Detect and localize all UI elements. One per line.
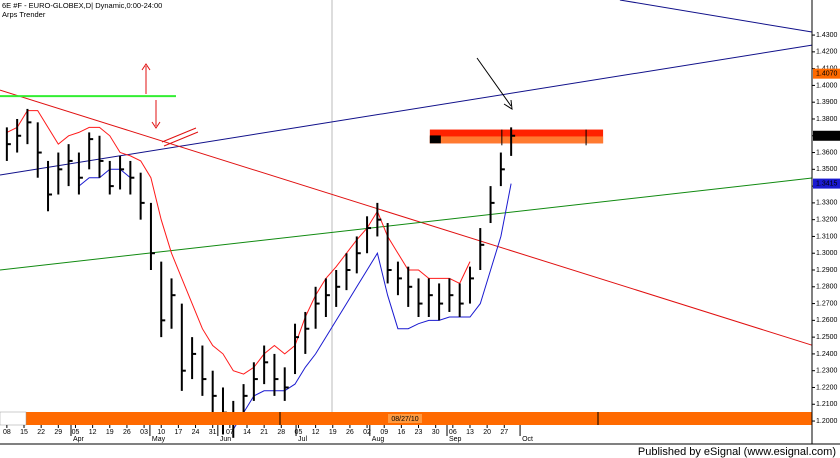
y-tick-label: 1.3200 — [816, 217, 838, 224]
y-tick-label: 1.2200 — [816, 384, 838, 391]
y-tick-label: 1.3900 — [816, 99, 838, 106]
month-label: Aug — [372, 436, 385, 443]
chart-title: 6E #F - EURO-GLOBEX,D| Dynamic,0:00-24:0… — [2, 1, 162, 10]
trendline — [619, 0, 813, 33]
arrow — [476, 57, 512, 107]
price-label: 1.4070 — [816, 71, 838, 78]
y-tick-label: 1.2500 — [816, 334, 838, 341]
y-tick-label: 1.3000 — [816, 250, 838, 257]
arrow-head — [503, 99, 513, 110]
footer: Published by eSignal (www.esignal.com) — [638, 446, 836, 458]
stop-line — [78, 168, 512, 430]
month-label: Apr — [73, 436, 85, 443]
x-tick-label: 22 — [37, 429, 45, 436]
x-tick-label: 27 — [500, 429, 508, 436]
x-tick-label: 14 — [243, 429, 251, 436]
date-flag: 08/27/10 — [391, 416, 418, 423]
trendline — [0, 89, 813, 346]
zone-lower — [429, 136, 604, 144]
date-flag-box — [388, 414, 422, 423]
y-tick-label: 1.3100 — [816, 233, 838, 240]
x-tick-label: 20 — [483, 429, 491, 436]
x-tick-label: 05 — [295, 429, 303, 436]
plot-area — [0, 0, 812, 444]
x-tick-label: 26 — [123, 429, 131, 436]
y-tick-label: 1.4000 — [816, 82, 838, 89]
x-tick-label: 12 — [89, 429, 97, 436]
x-tick-label: 17 — [174, 429, 182, 436]
price-label-box — [813, 130, 840, 141]
month-label: May — [152, 436, 166, 443]
x-tick-label: 30 — [432, 429, 440, 436]
x-tick-label: 21 — [260, 429, 268, 436]
stop-line — [6, 110, 471, 375]
x-tick-label: 24 — [192, 429, 200, 436]
y-tick-label: 1.2300 — [816, 368, 838, 375]
x-tick-label: 07 — [226, 429, 234, 436]
trendline — [0, 44, 813, 176]
annotation-arrows — [141, 57, 513, 147]
zone-cap — [429, 135, 441, 144]
y-tick-label: 1.4300 — [816, 32, 838, 39]
y-tick-label: 1.3600 — [816, 149, 838, 156]
x-tick-label: 12 — [312, 429, 320, 436]
y-tick-label: 1.3500 — [816, 166, 838, 173]
x-tick-label: 13 — [466, 429, 474, 436]
y-tick-label: 1.2700 — [816, 300, 838, 307]
x-tick-label: 19 — [329, 429, 337, 436]
price-label-box — [813, 68, 840, 79]
y-tick-label: 1.2100 — [816, 401, 838, 408]
x-tick-label: 06 — [449, 429, 457, 436]
x-tick-label: 23 — [415, 429, 423, 436]
y-tick-label: 1.2800 — [816, 284, 838, 291]
x-tick-label: 31 — [209, 429, 217, 436]
price-label: 1.3700 — [816, 133, 838, 140]
month-label: Jun — [220, 436, 231, 443]
x-tick-label: 19 — [106, 429, 114, 436]
x-tick-label: 08 — [3, 429, 11, 436]
arrow-head — [151, 121, 161, 129]
month-label: Jul — [298, 436, 307, 443]
x-tick-label: 10 — [157, 429, 165, 436]
x-tick-label: 29 — [54, 429, 62, 436]
x-tick-label: 02 — [363, 429, 371, 436]
arrow — [161, 127, 199, 147]
x-tick-label: 16 — [397, 429, 405, 436]
month-label: Sep — [449, 436, 462, 443]
arrow-head — [141, 63, 151, 71]
y-tick-label: 1.3300 — [816, 200, 838, 207]
y-tick-label: 1.2400 — [816, 351, 838, 358]
x-tick-label: 09 — [380, 429, 388, 436]
x-tick-label: 28 — [277, 429, 285, 436]
corner-box — [0, 411, 27, 426]
month-label: Oct — [522, 436, 533, 443]
y-tick-label: 1.2900 — [816, 267, 838, 274]
price-label: 1.3415 — [816, 180, 838, 187]
x-tick-label: 03 — [140, 429, 148, 436]
price-label-box — [813, 178, 840, 189]
x-tick-label: 15 — [20, 429, 28, 436]
y-tick-label: 1.2600 — [816, 317, 838, 324]
y-tick-label: 1.4200 — [816, 49, 838, 56]
trendline — [0, 177, 813, 271]
chart-subtitle: Arps Trender — [2, 10, 46, 19]
x-tick-label: 26 — [346, 429, 354, 436]
y-tick-label: 1.2000 — [816, 418, 838, 425]
y-tick-label: 1.3800 — [816, 116, 838, 123]
x-tick-label: 05 — [72, 429, 80, 436]
